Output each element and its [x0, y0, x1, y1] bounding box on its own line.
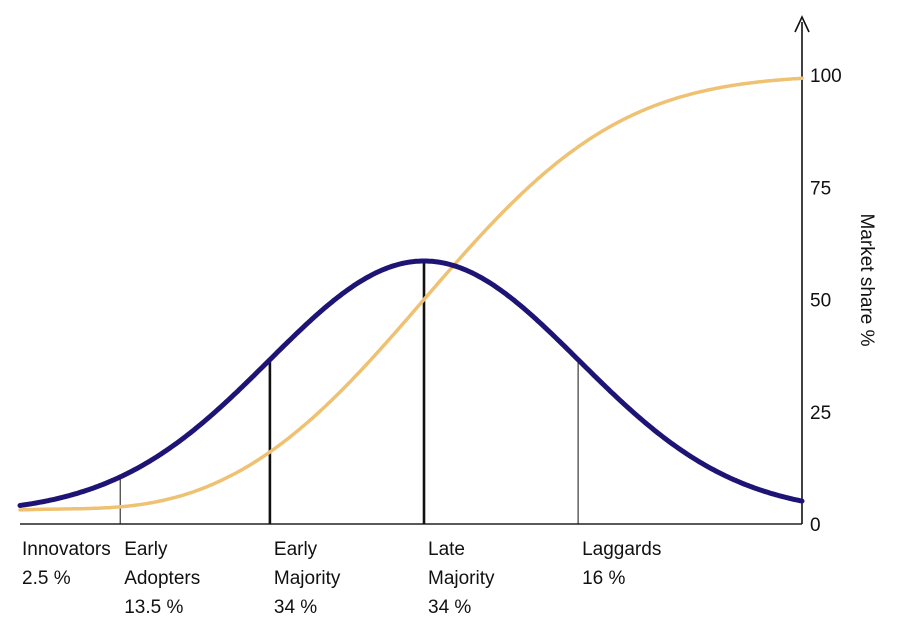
segment-label: Early Majority 34 % [274, 539, 341, 618]
segment-label-line: Majority [428, 568, 495, 589]
segment-labels: Innovators 2.5 % Early Adopters 13.5 % Early M… [22, 539, 661, 618]
segment-label-line: Majority [274, 568, 341, 589]
segment-label-line: Laggards [582, 539, 661, 560]
y-axis-title: Market share % [856, 213, 877, 346]
y-axis-arrowhead [794, 15, 810, 33]
segment-label: Early Adopters 13.5 % [124, 539, 200, 618]
segment-label-line: 34 % [274, 597, 317, 618]
y-tick-label: 0 [810, 515, 821, 536]
cumulative-adoption-s-curve [18, 76, 804, 512]
segment-label: Late Majority 34 % [428, 539, 495, 618]
segment-label-line: Late [428, 539, 465, 560]
segment-dividers [119, 261, 579, 524]
segment-label: Innovators 2.5 % [22, 539, 111, 589]
segment-label: Laggards 16 % [582, 539, 661, 589]
y-tick-label: 50 [810, 291, 831, 312]
segment-label-line: 16 % [582, 568, 625, 589]
y-tick-label: 25 [810, 403, 831, 424]
segment-label-line: Early [124, 539, 168, 560]
segment-label-line: 2.5 % [22, 568, 71, 589]
segment-label-line: 34 % [428, 597, 471, 618]
y-axis-ticks: 0 25 50 75 100 [810, 66, 842, 536]
segment-label-line: Innovators [22, 539, 111, 560]
y-tick-label: 75 [810, 178, 831, 199]
segment-label-line: Early [274, 539, 318, 560]
segment-label-line: Adopters [124, 568, 200, 589]
y-tick-label: 100 [810, 66, 842, 87]
adoption-bell-curve [17, 258, 805, 508]
segment-label-line: 13.5 % [124, 597, 183, 618]
